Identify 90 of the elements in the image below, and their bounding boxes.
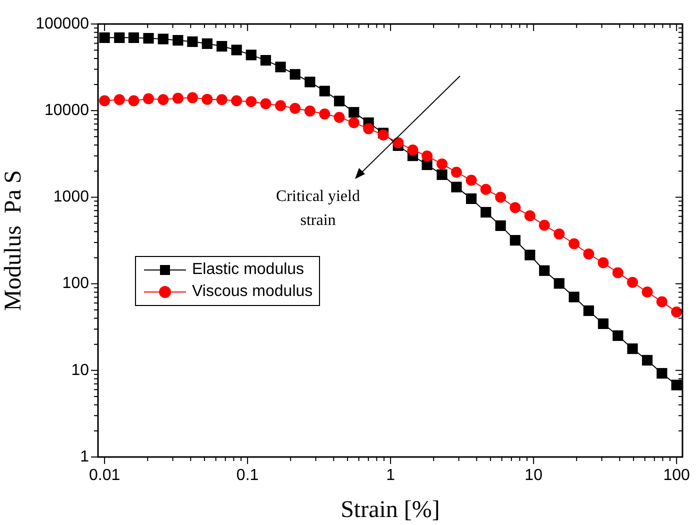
point <box>202 38 212 49</box>
point <box>466 174 477 186</box>
point <box>348 117 360 128</box>
point <box>538 220 550 231</box>
y-tick-label: 1000 <box>53 188 90 206</box>
point <box>392 137 404 148</box>
point <box>627 343 638 354</box>
point <box>319 108 330 120</box>
point <box>436 158 448 170</box>
point <box>612 267 624 278</box>
x-tick-label: 1 <box>386 467 396 484</box>
point <box>554 228 565 240</box>
point <box>187 36 198 47</box>
point <box>202 94 213 105</box>
point <box>539 265 550 276</box>
point <box>363 123 374 134</box>
x-tick-label: 0.01 <box>88 467 120 484</box>
point <box>642 286 653 298</box>
legend-label: Viscous modulus <box>192 282 313 300</box>
point <box>495 192 506 203</box>
point <box>290 102 301 114</box>
legend-label: Elastic modulus <box>192 260 304 278</box>
point <box>275 62 286 72</box>
point <box>598 257 609 268</box>
point <box>246 96 257 108</box>
point <box>231 44 242 56</box>
point <box>158 94 169 106</box>
point <box>158 34 168 44</box>
point <box>99 32 110 43</box>
x-tick-label: 10 <box>524 467 543 484</box>
point <box>451 182 462 192</box>
point <box>583 248 594 260</box>
point <box>671 306 682 318</box>
point <box>172 92 184 104</box>
point <box>319 86 330 96</box>
annotation: Critical yield strain <box>275 187 361 231</box>
point <box>246 50 256 60</box>
point <box>186 92 198 104</box>
point <box>480 184 492 195</box>
x-tick-label: 0.1 <box>236 467 259 484</box>
point <box>334 96 345 106</box>
point <box>275 100 286 112</box>
y-tick-label: 10 <box>71 362 90 379</box>
x-axis-title: Strain [%] <box>340 496 440 523</box>
point <box>671 380 682 390</box>
point <box>568 238 580 250</box>
y-axis-title: Modulus Pa S <box>0 170 27 311</box>
point <box>466 193 477 204</box>
point <box>290 69 300 80</box>
x-tick-label: 100 <box>663 467 690 484</box>
point <box>348 107 360 118</box>
point <box>260 98 272 110</box>
point <box>304 106 316 117</box>
point <box>128 32 140 43</box>
y-tick-label: 1 <box>80 448 90 466</box>
point <box>598 318 609 330</box>
point <box>510 234 520 246</box>
point <box>656 296 668 308</box>
point <box>642 354 653 366</box>
point <box>143 32 154 44</box>
point <box>510 202 521 214</box>
point <box>480 206 492 218</box>
point <box>99 95 110 106</box>
point <box>128 95 140 106</box>
point <box>304 76 316 88</box>
point <box>656 368 668 379</box>
point <box>334 112 345 123</box>
point <box>495 220 506 231</box>
point <box>436 169 448 180</box>
point <box>172 35 184 46</box>
point <box>612 330 624 341</box>
point <box>524 210 536 222</box>
point <box>114 94 125 106</box>
y-tick-label: 10000 <box>44 102 90 120</box>
point <box>568 292 580 302</box>
point <box>216 40 228 52</box>
point <box>216 94 228 106</box>
y-tick-label: 100000 <box>36 15 90 32</box>
point <box>554 278 564 289</box>
point <box>450 166 462 178</box>
point <box>114 32 125 43</box>
point <box>583 305 594 316</box>
y-tick-label: 100 <box>62 275 90 292</box>
point <box>231 95 242 106</box>
point <box>260 54 272 66</box>
point <box>627 276 638 288</box>
point <box>524 250 536 260</box>
point <box>407 144 418 156</box>
point <box>422 150 433 162</box>
point <box>143 93 154 104</box>
